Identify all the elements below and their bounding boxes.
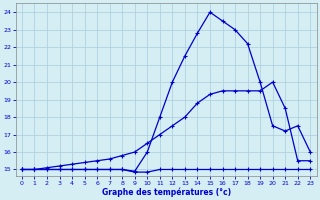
- X-axis label: Graphe des températures (°c): Graphe des températures (°c): [101, 187, 231, 197]
